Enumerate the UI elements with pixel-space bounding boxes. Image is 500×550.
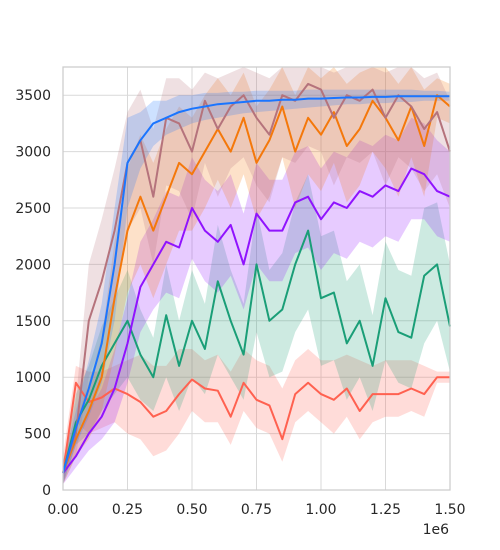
x-tick-label: 0.25: [112, 502, 143, 518]
series-4-band: [63, 67, 450, 485]
y-tick-label: 2500: [15, 201, 51, 217]
series-1-line: [62, 229, 451, 474]
y-tick-label: 2000: [15, 257, 51, 273]
confidence-bands: [63, 67, 450, 485]
y-tick-label: 1000: [15, 370, 51, 386]
x-tick-label: 0.50: [176, 502, 207, 518]
series-2-band: [63, 117, 450, 485]
y-tick-label: 3000: [15, 145, 51, 161]
y-tick-label: 0: [42, 483, 51, 499]
series-lines: [62, 82, 451, 474]
series-1-band: [63, 174, 450, 485]
series-5-line: [62, 95, 450, 474]
x-tick-label: 0.75: [241, 502, 272, 518]
x-tick-label: 1.25: [370, 502, 401, 518]
series-0-band: [63, 349, 450, 485]
y-tick-label: 500: [24, 427, 51, 443]
series-2-line: [62, 167, 451, 474]
y-tick-label: 3500: [15, 88, 51, 104]
x-axis-ticks: 0.00 0.25 0.50 0.75 1.00 1.25 1.50: [47, 502, 465, 518]
x-tick-label: 1.00: [305, 502, 336, 518]
y-axis-ticks: 0 500 1000 1500 2000 2500 3000 3500: [15, 88, 51, 499]
x-axis-offset-label: 1e6: [423, 522, 450, 538]
axes-frame: [62, 66, 451, 491]
x-tick-label: 1.50: [434, 502, 465, 518]
x-tick-label: 0.00: [47, 502, 78, 518]
series-3-band: [63, 67, 450, 485]
series-0-line: [62, 376, 450, 474]
y-tick-label: 1500: [15, 314, 51, 330]
